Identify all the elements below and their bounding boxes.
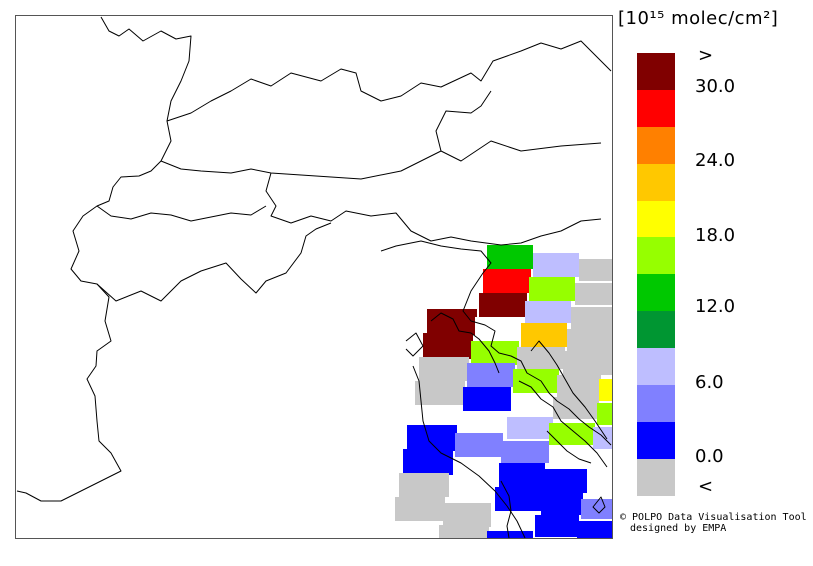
pixel-tile xyxy=(513,369,559,393)
border-line xyxy=(96,222,332,302)
border-line xyxy=(430,312,500,374)
pixel-layer xyxy=(395,245,612,538)
pixel-tile xyxy=(467,363,515,387)
legend-swatch xyxy=(637,200,675,238)
pixel-tile xyxy=(599,379,612,401)
border-line xyxy=(546,430,592,464)
pixel-tile xyxy=(499,463,545,487)
pixel-tile xyxy=(483,269,531,293)
pixel-tile xyxy=(577,521,612,538)
pixel-tile xyxy=(407,425,457,451)
pixel-tile xyxy=(427,309,477,335)
credit-text: © POLPO Data Visualisation Tool designed… xyxy=(620,512,807,534)
legend-swatch xyxy=(637,385,675,422)
pixel-tile xyxy=(517,347,565,369)
pixel-tile xyxy=(535,515,579,537)
pixel-tile xyxy=(533,253,579,277)
pixel-tile xyxy=(399,473,449,497)
pixel-tile xyxy=(507,417,553,439)
border-line xyxy=(380,240,612,446)
border-line xyxy=(265,172,602,246)
pixel-tile xyxy=(575,283,612,305)
pixel-tile xyxy=(521,323,567,347)
pixel-tile xyxy=(593,427,612,449)
pixel-tile xyxy=(475,317,521,341)
pixel-tile xyxy=(439,525,489,538)
legend-swatch xyxy=(637,237,675,275)
border-line xyxy=(592,496,606,514)
credit-line-1: © POLPO Data Visualisation Tool xyxy=(620,512,807,523)
legend-tick-label: < xyxy=(698,476,714,497)
pixel-tile xyxy=(487,245,533,269)
border-line xyxy=(518,380,608,468)
border-line xyxy=(412,365,526,538)
legend-tick-label: 0.0 xyxy=(695,446,724,467)
border-line xyxy=(96,205,267,222)
pixel-tile xyxy=(525,301,571,323)
legend-swatch xyxy=(637,458,675,496)
pixel-tile xyxy=(487,531,533,538)
pixel-tile xyxy=(597,403,612,425)
pixel-tile xyxy=(571,307,612,329)
legend-tick-label: 18.0 xyxy=(695,225,736,246)
border-line xyxy=(530,340,608,440)
pixel-tile xyxy=(443,503,491,527)
pixel-tile xyxy=(557,375,601,397)
border-line xyxy=(166,40,612,122)
legend-tick-label: 6.0 xyxy=(695,372,724,393)
border-line xyxy=(435,90,492,152)
pixel-tile xyxy=(455,433,503,457)
legend-swatch xyxy=(637,126,675,164)
pixel-tile xyxy=(471,341,519,365)
pixel-tile xyxy=(553,397,599,419)
map-canvas xyxy=(16,16,612,538)
legend-swatch xyxy=(637,274,675,312)
pixel-tile xyxy=(529,277,575,301)
credit-line-2: designed by EMPA xyxy=(630,523,727,534)
pixel-tile xyxy=(567,329,612,351)
pixel-tile xyxy=(563,351,612,375)
pixel-tile xyxy=(463,387,511,411)
pixel-tile xyxy=(403,449,453,475)
border-line xyxy=(500,480,512,538)
legend-swatch xyxy=(637,421,675,459)
legend-tick-label: 24.0 xyxy=(695,150,736,171)
pixel-tile xyxy=(423,333,473,359)
border-lines xyxy=(16,16,612,538)
border-line xyxy=(405,332,424,357)
legend-tick-label: 12.0 xyxy=(695,296,736,317)
legend-swatch xyxy=(637,89,675,127)
border-line xyxy=(160,140,602,180)
pixel-tile xyxy=(479,293,527,317)
pixel-tile xyxy=(541,493,583,515)
color-legend xyxy=(637,53,675,496)
pixel-tile xyxy=(419,357,469,381)
pixel-tile xyxy=(543,469,587,493)
legend-swatch xyxy=(637,53,675,90)
pixel-tile xyxy=(395,497,445,521)
pixel-tile xyxy=(415,381,465,405)
legend-swatch xyxy=(637,348,675,386)
legend-tick-label: > xyxy=(698,45,714,66)
legend-swatch xyxy=(637,163,675,201)
pixel-tile xyxy=(579,259,612,281)
legend-swatch xyxy=(637,311,675,349)
map-panel[interactable] xyxy=(15,15,613,539)
legend-tick-label: 30.0 xyxy=(695,76,736,97)
border-line xyxy=(16,16,192,502)
unit-label: [10¹⁵ molec/cm²] xyxy=(618,8,779,29)
pixel-tile xyxy=(501,441,549,463)
pixel-tile xyxy=(495,487,543,511)
